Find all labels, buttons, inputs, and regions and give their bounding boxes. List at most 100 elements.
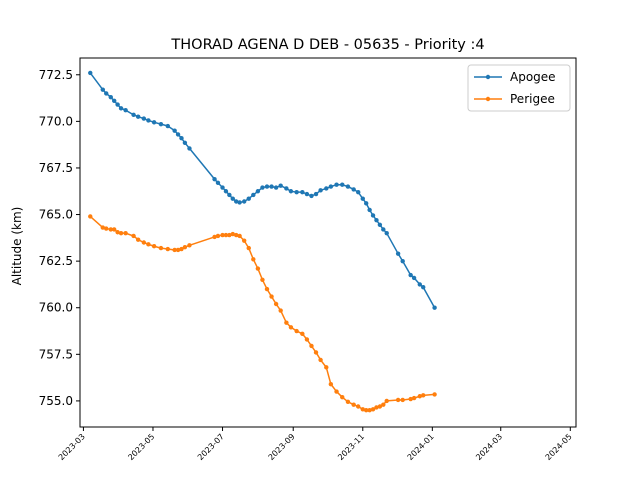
data-point-apogee [284,186,289,191]
data-point-perigee [123,230,128,236]
data-point-apogee [273,185,279,190]
legend-label-apogee: Apogee [510,70,556,84]
y-tick-label: 767.5 [39,161,73,175]
data-point-apogee [360,196,365,201]
y-tick-label: 765.0 [39,208,73,222]
data-point-apogee [151,120,157,125]
data-point-perigee [223,232,229,238]
data-point-apogee [234,199,239,204]
data-point-perigee [370,407,376,412]
data-point-apogee [220,185,225,190]
x-tick-label: 2023-05 [126,432,156,462]
data-point-apogee [227,192,232,198]
data-point-perigee [269,294,274,299]
data-point-perigee [360,407,365,412]
data-point-apogee [260,185,265,190]
data-point-apogee [251,192,256,198]
legend-marker-perigee [485,96,491,102]
data-point-perigee [237,233,242,239]
data-point-perigee [300,331,305,337]
data-point-perigee [384,398,389,404]
data-point-perigee [381,402,386,407]
data-point-apogee [165,123,170,129]
data-point-apogee [230,196,235,201]
data-point-apogee [340,182,345,187]
data-point-apogee [411,275,417,281]
y-tick-label: 757.5 [39,347,73,361]
series-apogee [88,70,437,310]
data-point-apogee [141,116,147,121]
data-point-perigee [345,399,351,405]
data-point-apogee [370,213,376,218]
data-point-perigee [108,227,113,232]
data-point-apogee [304,191,310,197]
data-point-apogee [300,189,305,195]
y-axis-ticks: 755.0 757.5 760.0 762.5 765.0 767.5 770.0 772.5 [39,68,80,408]
legend-marker-apogee [485,74,491,80]
data-point-perigee [304,337,310,342]
y-tick-label: 762.5 [39,254,73,268]
x-tick-label: 2024-01 [406,432,436,462]
data-point-apogee [264,184,270,189]
data-point-apogee [318,188,323,193]
data-point-apogee [334,182,339,187]
data-point-apogee [408,272,413,278]
data-point-apogee [377,222,383,227]
data-point-apogee [100,87,106,92]
data-point-perigee [146,242,151,247]
data-point-perigee [328,381,334,387]
data-point-apogee [246,196,251,201]
data-point-perigee [273,301,279,307]
x-tick-label: 2023-11 [336,432,366,462]
series-line-apogee [89,72,436,309]
data-point-apogee [288,189,294,194]
data-point-perigee [255,266,261,271]
data-point-apogee [118,106,124,111]
y-tick-label: 760.0 [39,301,73,315]
data-point-apogee [158,121,164,127]
data-point-apogee [356,189,361,195]
data-point-perigee [367,408,372,413]
x-tick-label: 2023-03 [57,432,87,462]
data-point-perigee [364,408,369,413]
data-point-apogee [241,199,247,204]
data-point-apogee [417,282,422,287]
data-point-perigee [294,328,299,334]
data-point-perigee [230,231,235,237]
data-point-apogee [182,140,188,145]
data-point-perigee [182,244,188,250]
y-tick-label: 755.0 [39,394,73,408]
data-point-perigee [264,286,270,292]
data-point-apogee [328,184,334,189]
y-tick-label: 772.5 [39,68,73,82]
data-point-perigee [215,233,221,239]
data-point-perigee [165,246,170,252]
data-point-perigee [131,233,136,239]
data-point-perigee [246,245,251,251]
data-point-perigee [411,395,417,401]
data-point-perigee [115,230,120,235]
x-tick-label: 2024-05 [544,432,574,462]
data-point-perigee [227,232,232,238]
data-point-apogee [135,114,141,119]
data-point-perigee [88,214,93,219]
data-point-apogee [384,230,389,236]
data-point-apogee [278,183,283,188]
data-point-apogee [324,186,329,191]
data-point-apogee [313,191,319,197]
data-point-apogee [395,251,401,256]
data-point-perigee [356,404,361,409]
data-point-perigee [284,320,289,325]
y-axis-label: Altitude (km) [10,207,24,286]
data-point-apogee [351,187,356,192]
data-point-apogee [367,207,372,213]
data-point-perigee [377,404,383,409]
data-point-apogee [175,132,181,137]
data-point-perigee [179,246,184,252]
chart-title: THORAD AGENA D DEB - 05635 - Priority :4 [170,37,484,53]
data-point-perigee [234,232,239,238]
data-point-apogee [421,285,426,290]
x-axis-ticks: 2023-03 2023-05 2023-07 2023-09 2023-11 2024-… [57,427,574,462]
